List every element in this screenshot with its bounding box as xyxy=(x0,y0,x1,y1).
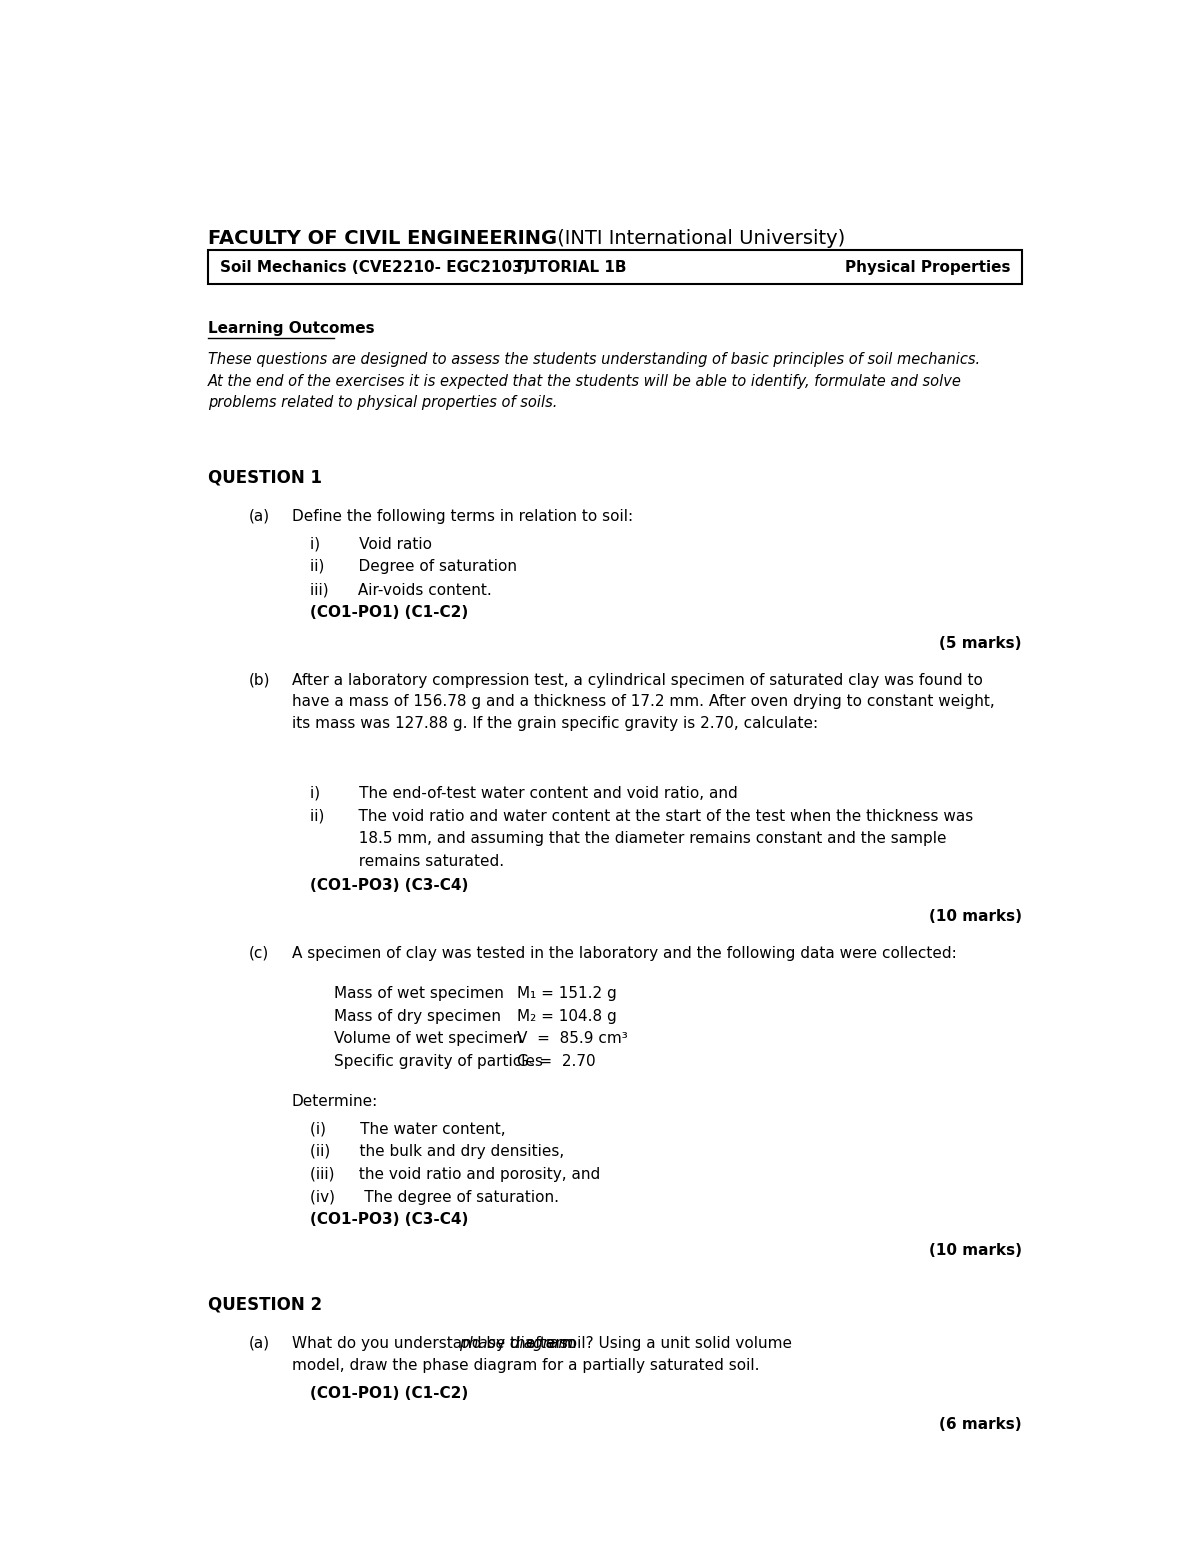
Text: (b): (b) xyxy=(248,672,270,688)
Text: (CO1-PO1) (C1-C2): (CO1-PO1) (C1-C2) xyxy=(311,1385,469,1401)
Text: A specimen of clay was tested in the laboratory and the following data were coll: A specimen of clay was tested in the lab… xyxy=(292,946,956,961)
Text: (ii)      the bulk and dry densities,: (ii) the bulk and dry densities, xyxy=(311,1145,565,1159)
Text: (CO1-PO3) (C3-C4): (CO1-PO3) (C3-C4) xyxy=(311,877,469,893)
Text: Soil Mechanics (CVE2210- EGC2103): Soil Mechanics (CVE2210- EGC2103) xyxy=(220,259,529,275)
Text: Mass of wet specimen: Mass of wet specimen xyxy=(334,986,504,1002)
Text: ii)       Degree of saturation: ii) Degree of saturation xyxy=(311,559,517,575)
Text: phase diagram: phase diagram xyxy=(458,1336,572,1351)
Text: remains saturated.: remains saturated. xyxy=(311,854,504,870)
Text: (10 marks): (10 marks) xyxy=(929,909,1022,924)
Text: Define the following terms in relation to soil:: Define the following terms in relation t… xyxy=(292,509,632,523)
Text: Mass of dry specimen: Mass of dry specimen xyxy=(334,1009,500,1023)
Text: These questions are designed to assess the students understanding of basic princ: These questions are designed to assess t… xyxy=(208,353,980,410)
Text: 18.5 mm, and assuming that the diameter remains constant and the sample: 18.5 mm, and assuming that the diameter … xyxy=(311,831,947,846)
Text: M₂ = 104.8 g: M₂ = 104.8 g xyxy=(516,1009,617,1023)
Text: Volume of wet specimen: Volume of wet specimen xyxy=(334,1031,522,1047)
Text: of a soil? Using a unit solid volume: of a soil? Using a unit solid volume xyxy=(521,1336,792,1351)
Text: Physical Properties: Physical Properties xyxy=(845,259,1010,275)
Text: QUESTION 1: QUESTION 1 xyxy=(208,469,322,488)
Text: (a): (a) xyxy=(248,1336,270,1351)
Text: (6 marks): (6 marks) xyxy=(940,1416,1022,1432)
Text: FACULTY OF CIVIL ENGINEERING: FACULTY OF CIVIL ENGINEERING xyxy=(208,228,557,248)
Text: (c): (c) xyxy=(248,946,269,961)
Text: ii)       The void ratio and water content at the start of the test when the thi: ii) The void ratio and water content at … xyxy=(311,809,973,823)
Text: After a laboratory compression test, a cylindrical specimen of saturated clay wa: After a laboratory compression test, a c… xyxy=(292,672,995,731)
Bar xyxy=(208,250,1022,284)
Text: (i)       The water content,: (i) The water content, xyxy=(311,1121,506,1137)
Text: TUTORIAL 1B: TUTORIAL 1B xyxy=(515,259,626,275)
Text: (a): (a) xyxy=(248,509,270,523)
Text: (CO1-PO1) (C1-C2): (CO1-PO1) (C1-C2) xyxy=(311,604,469,620)
Text: i)        The end-of-test water content and void ratio, and: i) The end-of-test water content and voi… xyxy=(311,786,738,801)
Text: (iii)     the void ratio and porosity, and: (iii) the void ratio and porosity, and xyxy=(311,1166,601,1182)
Text: model, draw the phase diagram for a partially saturated soil.: model, draw the phase diagram for a part… xyxy=(292,1359,760,1373)
Text: Determine:: Determine: xyxy=(292,1093,378,1109)
Text: (10 marks): (10 marks) xyxy=(929,1244,1022,1258)
Text: Gₛ =  2.70: Gₛ = 2.70 xyxy=(516,1054,595,1068)
Text: iii)      Air-voids content.: iii) Air-voids content. xyxy=(311,582,492,598)
Text: M₁ = 151.2 g: M₁ = 151.2 g xyxy=(516,986,617,1002)
Text: (5 marks): (5 marks) xyxy=(940,635,1022,651)
Text: i)        Void ratio: i) Void ratio xyxy=(311,537,432,551)
Text: Specific gravity of particles: Specific gravity of particles xyxy=(334,1054,542,1068)
Text: (INTI International University): (INTI International University) xyxy=(551,228,845,248)
Text: What do you understand by the term: What do you understand by the term xyxy=(292,1336,581,1351)
Text: V  =  85.9 cm³: V = 85.9 cm³ xyxy=(516,1031,628,1047)
Text: Learning Outcomes: Learning Outcomes xyxy=(208,321,374,335)
Text: QUESTION 2: QUESTION 2 xyxy=(208,1295,323,1314)
Text: (CO1-PO3) (C3-C4): (CO1-PO3) (C3-C4) xyxy=(311,1213,469,1227)
Text: (iv)      The degree of saturation.: (iv) The degree of saturation. xyxy=(311,1190,559,1205)
